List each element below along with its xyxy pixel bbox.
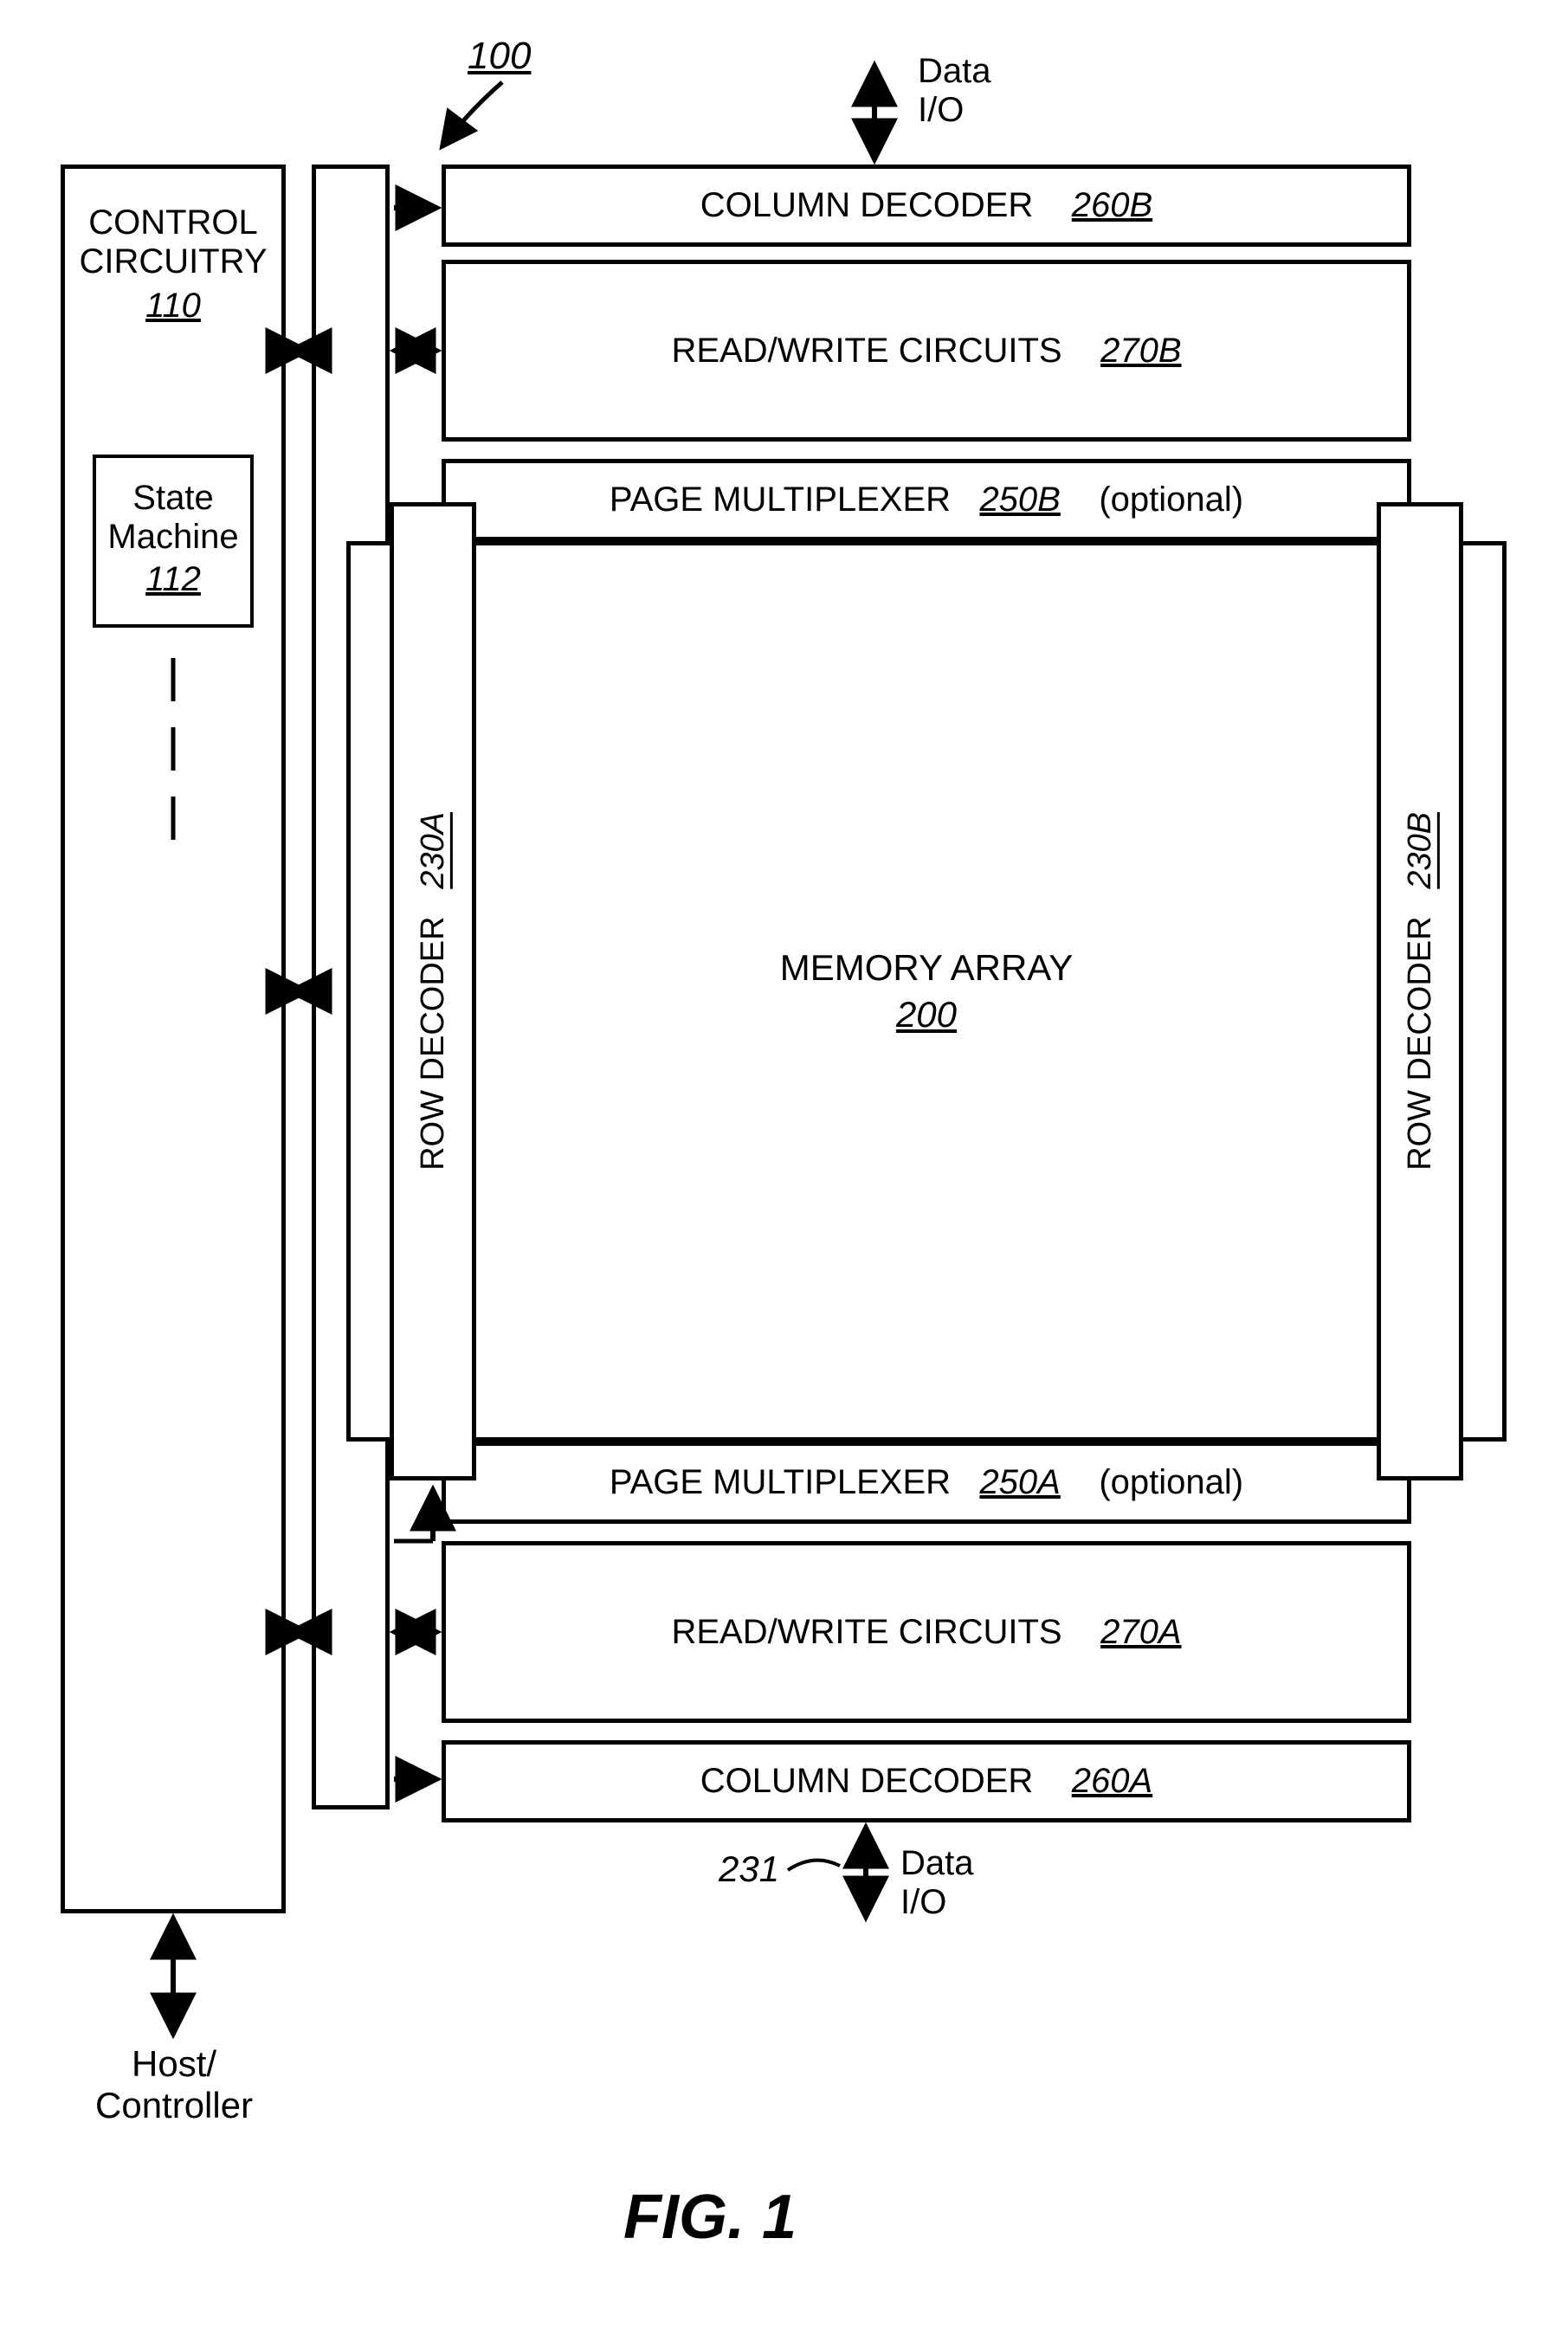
control-circuitry-box: CONTROL CIRCUITRY 110 State Machine 112 [61, 164, 286, 1913]
rw-circuits-b-box: READ/WRITE CIRCUITS 270B [442, 260, 1411, 442]
data-io-top: Data I/O [918, 52, 991, 130]
memory-array-title: MEMORY ARRAY [780, 947, 1073, 989]
rw-circuits-a-ref: 270A [1100, 1613, 1181, 1651]
column-decoder-a-box: COLUMN DECODER 260A [442, 1740, 1411, 1822]
control-circuitry-title: CONTROL CIRCUITRY [65, 203, 281, 281]
rw-circuits-b-ref: 270B [1100, 332, 1181, 370]
page-mux-b-box: PAGE MULTIPLEXER 250B (optional) [442, 459, 1411, 541]
page-mux-b-ref: 250B [979, 481, 1060, 519]
page-mux-b-note: (optional) [1099, 481, 1243, 519]
rw-circuits-a-box: READ/WRITE CIRCUITS 270A [442, 1541, 1411, 1723]
ref-100: 100 [468, 35, 531, 78]
figure-title: FIG. 1 [623, 2182, 797, 2253]
host-controller-label: Host/ Controller [95, 2043, 253, 2126]
control-circuitry-ref: 110 [65, 287, 281, 326]
page-mux-b-title: PAGE MULTIPLEXER [610, 481, 951, 519]
row-decoder-a-box: ROW DECODER 230A [390, 502, 476, 1480]
state-machine-box: State Machine 112 [93, 455, 254, 628]
row-decoder-a-ref: 230A [415, 812, 451, 889]
row-decoder-b-title: ROW DECODER [1402, 916, 1438, 1170]
ref-231: 231 [719, 1848, 779, 1890]
page-mux-a-box: PAGE MULTIPLEXER 250A (optional) [442, 1442, 1411, 1524]
rw-circuits-b-title: READ/WRITE CIRCUITS [671, 332, 1061, 370]
column-decoder-b-ref: 260B [1072, 186, 1152, 224]
row-decoder-b-ref: 230B [1402, 812, 1438, 889]
page-mux-a-note: (optional) [1099, 1463, 1243, 1501]
memory-array-box: MEMORY ARRAY 200 [346, 541, 1507, 1442]
column-decoder-a-ref: 260A [1072, 1762, 1152, 1800]
page-mux-a-title: PAGE MULTIPLEXER [610, 1463, 951, 1501]
diagram-canvas: CONTROL CIRCUITRY 110 State Machine 112 … [35, 35, 1533, 2313]
memory-array-ref: 200 [780, 994, 1073, 1035]
page-mux-a-ref: 250A [979, 1463, 1060, 1501]
rw-circuits-a-title: READ/WRITE CIRCUITS [671, 1613, 1061, 1651]
row-decoder-a-title: ROW DECODER [415, 916, 451, 1170]
state-machine-ref: 112 [96, 560, 250, 599]
data-io-bottom: Data I/O [900, 1844, 974, 1922]
column-decoder-b-title: COLUMN DECODER [700, 186, 1033, 224]
column-decoder-b-box: COLUMN DECODER 260B [442, 164, 1411, 247]
state-machine-title: State Machine [96, 479, 250, 557]
column-decoder-a-title: COLUMN DECODER [700, 1762, 1033, 1800]
row-decoder-b-box: ROW DECODER 230B [1377, 502, 1463, 1480]
